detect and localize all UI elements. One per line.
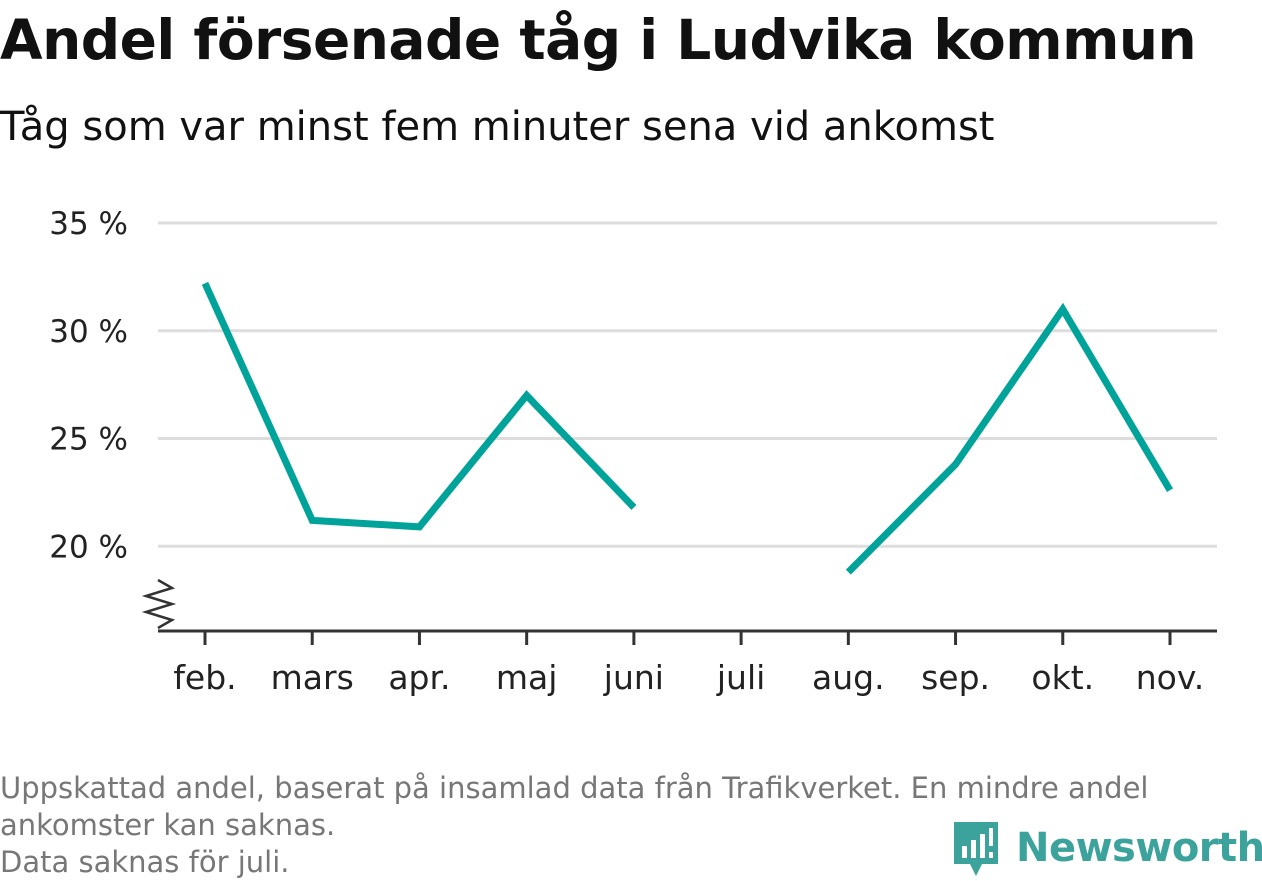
footnote-line: Uppskattad andel, baserat på insamlad da… [0,771,1149,805]
newsworthy-logo-icon [954,822,998,876]
y-tick-label: 20 % [49,529,128,565]
footnote: Uppskattad andel, baserat på insamlad da… [0,770,1245,881]
y-tick-label: 30 % [49,314,128,350]
series-line [201,281,637,531]
x-tick-label: maj [496,658,558,697]
brand-name: Newsworthy [1016,825,1262,871]
x-tick-label: juni [603,658,664,697]
x-tick-label: juli [716,658,765,697]
x-tick-label: mars [271,658,354,697]
x-tick-label: feb. [173,658,236,697]
x-tick-label: aug. [812,658,885,697]
y-tick-label: 35 % [49,206,128,242]
series-line [845,302,1174,575]
footnote-line: ankomster kan saknas. [0,808,336,842]
x-tick-label: apr. [388,658,450,697]
y-tick-label: 25 % [49,422,128,458]
x-tick-label: nov. [1136,658,1205,697]
chart-subtitle: Tåg som var minst fem minuter sena vid a… [0,104,995,150]
brand-logo: Newsworthy [950,818,1262,878]
chart-title: Andel försenade tåg i Ludvika kommun [0,8,1197,72]
line-chart: 20 % 25 % 30 % 35 % feb. mars apr. maj juni juli a… [49,206,1217,697]
footnote-line: Data saknas för juli. [0,845,290,879]
x-tick-label: sep. [921,658,990,697]
x-tick-label: okt. [1031,658,1094,697]
axis-break-icon [141,578,177,630]
